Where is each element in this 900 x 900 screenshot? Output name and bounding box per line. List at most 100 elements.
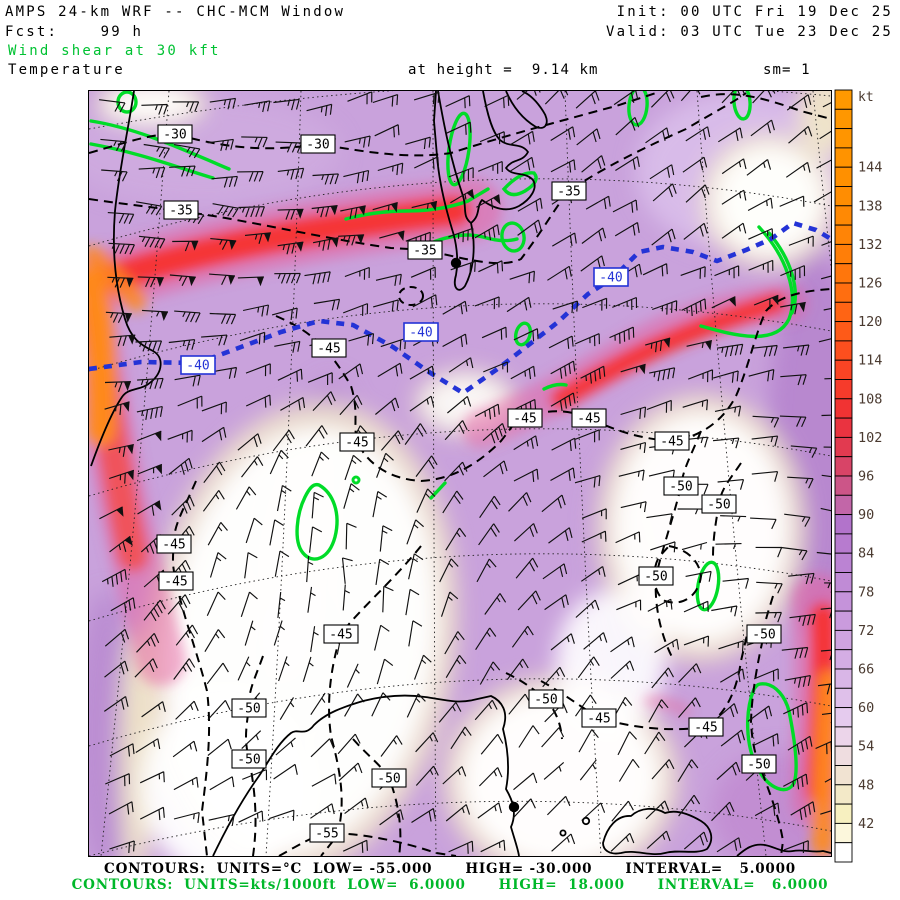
- svg-text:-35: -35: [557, 185, 580, 200]
- contour-label: -35: [163, 200, 199, 220]
- svg-text:-50: -50: [377, 772, 400, 787]
- colorbar-cell: [834, 707, 853, 728]
- contour-label: -50: [528, 689, 564, 709]
- wind-barb: [405, 231, 431, 248]
- wind-barb: [649, 164, 675, 180]
- wind-barb: [683, 222, 708, 240]
- wind-barb: [474, 224, 500, 241]
- wind-barb: [755, 611, 782, 623]
- wind-barb: [718, 640, 744, 652]
- wind-barb: [786, 94, 812, 111]
- wind-barb-pennant: [330, 205, 338, 216]
- wind-barb: [646, 830, 671, 849]
- wind-barb: [135, 738, 161, 753]
- wind-barb: [302, 656, 314, 682]
- wind-barb: [204, 629, 226, 652]
- wind-barb: [175, 700, 199, 720]
- wind-barb: [137, 276, 164, 288]
- wind-barb: [750, 119, 775, 137]
- wind-barb: [448, 227, 474, 243]
- wind-barb: [242, 769, 268, 781]
- wind-barb: [141, 701, 166, 718]
- contour-labels: -30 -30 -35 -35 -35 -40 -40 -40 -45 -45 -45 -45 -45 -…: [156, 124, 782, 843]
- wind-barb: [206, 591, 226, 616]
- wind-barb: [581, 227, 607, 244]
- wind-barb: [747, 197, 773, 212]
- wind-barb: [788, 235, 814, 247]
- wind-barb: [581, 802, 606, 821]
- contour-label: -40: [403, 322, 439, 342]
- colorbar-cell: [834, 263, 853, 284]
- svg-text:-50: -50: [644, 570, 667, 585]
- wind-barb: [310, 692, 326, 716]
- wind-barb-pennant: [430, 201, 437, 212]
- wind-barb: [405, 136, 431, 150]
- smoothing-label: sm= 1: [763, 62, 811, 78]
- wind-barb: [544, 91, 569, 105]
- wind-barb: [168, 339, 196, 351]
- wind-barb: [313, 298, 341, 311]
- wind-barb: [416, 488, 436, 513]
- wind-barb: [136, 201, 163, 216]
- svg-text:-50: -50: [669, 480, 692, 495]
- wind-barb-pennant: [466, 189, 475, 200]
- colorbar-cell: [834, 282, 853, 303]
- wind-barb: [677, 759, 699, 783]
- colorbar-cell: [834, 572, 853, 593]
- contour-label: -50: [746, 624, 782, 644]
- wind-barb: [474, 403, 500, 420]
- colorbar-cell: [834, 379, 853, 400]
- svg-text:-30: -30: [163, 128, 186, 143]
- svg-text:-35: -35: [413, 244, 436, 259]
- wind-barb: [344, 797, 369, 815]
- wind-barb: [820, 607, 831, 619]
- wind-barb: [338, 363, 364, 380]
- wind-barb: [173, 776, 199, 791]
- wind-barb: [244, 552, 258, 579]
- wind-barb: [269, 809, 295, 821]
- wind-barb: [276, 485, 292, 512]
- wind-barb: [748, 228, 774, 240]
- wind-barb: [237, 276, 264, 279]
- wind-barb: [310, 626, 319, 653]
- wind-barb: [141, 309, 169, 317]
- wind-barb: [167, 559, 191, 582]
- wind-barb: [104, 660, 129, 678]
- wind-barb: [509, 270, 535, 284]
- wind-barb: [241, 136, 268, 148]
- wind-barb: [580, 365, 606, 384]
- wind-barb: [238, 810, 264, 823]
- colorbar-cell: [834, 629, 853, 651]
- wind-barb: [816, 159, 831, 169]
- wind-barb: [820, 810, 831, 815]
- wind-barb: [143, 599, 166, 622]
- wind-barb: [209, 552, 227, 578]
- wind-barb: [785, 161, 811, 178]
- wind-barb: [206, 662, 229, 685]
- wind-barb: [581, 508, 607, 520]
- colorbar-cell: [834, 610, 853, 631]
- wind-barb: [609, 326, 635, 344]
- wind-barb: [442, 490, 464, 514]
- wind-barb: [174, 144, 201, 159]
- wind-barb: [618, 758, 640, 782]
- wind-barb: [241, 730, 262, 750]
- wind-barb: [445, 527, 467, 551]
- wind-barb: [376, 658, 394, 685]
- wind-barb: [372, 491, 388, 518]
- colorbar-unit-label: kt: [858, 90, 874, 105]
- wind-barb: [109, 743, 135, 757]
- wind-barb: [506, 296, 532, 313]
- wind-barb: [615, 156, 640, 171]
- wind-barb: [99, 99, 126, 113]
- wind-barb: [245, 363, 271, 377]
- wind-barb: [550, 159, 576, 173]
- wind-barb: [273, 763, 298, 780]
- wind-barb: [818, 338, 831, 343]
- wind-barb: [654, 638, 680, 653]
- wind-barb: [442, 333, 468, 348]
- contour-label: -45: [688, 717, 724, 737]
- wind-barb: [612, 296, 638, 310]
- wind-barb: [484, 94, 510, 109]
- wind-barb: [201, 401, 227, 415]
